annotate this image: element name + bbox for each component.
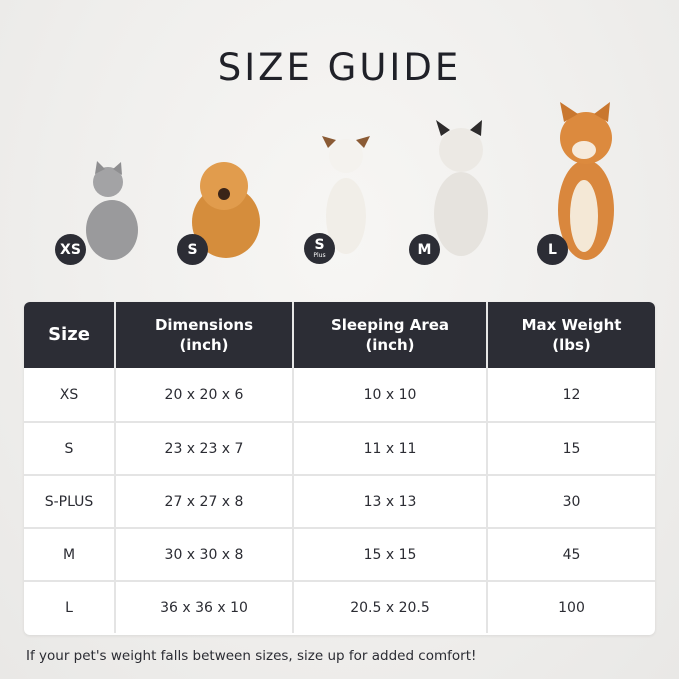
cell-size: L <box>65 599 73 616</box>
badge-label: XS <box>60 241 81 258</box>
size-badge-s-plus: S Plus <box>304 233 335 264</box>
cell-size: S <box>64 440 74 457</box>
badge-label: M <box>417 241 432 258</box>
size-table: Size Dimensions (inch) Sleeping Area (in… <box>24 302 655 635</box>
table-row: S-PLUS 27 x 27 x 8 13 x 13 30 <box>24 474 655 527</box>
table-row: S 23 x 23 x 7 11 x 11 15 <box>24 421 655 474</box>
cell-dimensions: 20 x 20 x 6 <box>114 368 292 421</box>
cell-sleeping-area: 15 x 15 <box>292 529 486 580</box>
badge-label: L <box>548 241 557 258</box>
cat-image <box>86 161 138 260</box>
table-row: XS 20 x 20 x 6 10 x 10 12 <box>24 368 655 421</box>
cell-size: M <box>62 546 76 563</box>
size-badge-s: S <box>177 234 208 265</box>
header-size: Size <box>48 323 90 345</box>
jack-russell-image <box>322 136 370 254</box>
cell-dimensions: 36 x 36 x 10 <box>114 582 292 633</box>
cell-size: S-PLUS <box>44 493 94 510</box>
table-header: Size Dimensions (inch) Sleeping Area (in… <box>24 302 655 368</box>
badge-label: S <box>314 237 325 253</box>
sizing-note: If your pet's weight falls between sizes… <box>26 648 477 664</box>
cell-sleeping-area: 20.5 x 20.5 <box>292 582 486 633</box>
header-sleeping-area: Sleeping Area (inch) <box>292 302 486 368</box>
cell-sleeping-area: 11 x 11 <box>292 423 486 474</box>
badge-label: S <box>187 241 198 258</box>
size-badge-xs: XS <box>55 234 86 265</box>
shiba-inu-image <box>558 102 614 260</box>
cell-size: XS <box>59 386 79 403</box>
cell-sleeping-area: 10 x 10 <box>292 368 486 421</box>
cell-sleeping-area: 13 x 13 <box>292 476 486 527</box>
cell-dimensions: 23 x 23 x 7 <box>114 423 292 474</box>
table-row: M 30 x 30 x 8 15 x 15 45 <box>24 527 655 580</box>
cell-dimensions: 27 x 27 x 8 <box>114 476 292 527</box>
cell-max-weight: 30 <box>486 476 655 527</box>
cell-max-weight: 15 <box>486 423 655 474</box>
table-row: L 36 x 36 x 10 20.5 x 20.5 100 <box>24 580 655 633</box>
header-dimensions: Dimensions (inch) <box>114 302 292 368</box>
cell-max-weight: 100 <box>486 582 655 633</box>
cell-max-weight: 12 <box>486 368 655 421</box>
badge-sublabel: Plus <box>313 252 326 259</box>
header-max-weight: Max Weight (lbs) <box>486 302 655 368</box>
page-title: SIZE GUIDE <box>217 46 462 89</box>
cell-max-weight: 45 <box>486 529 655 580</box>
size-badge-m: M <box>409 234 440 265</box>
cell-dimensions: 30 x 30 x 8 <box>114 529 292 580</box>
size-badge-l: L <box>537 234 568 265</box>
french-bulldog-image <box>434 120 488 256</box>
pomeranian-image <box>192 162 260 258</box>
